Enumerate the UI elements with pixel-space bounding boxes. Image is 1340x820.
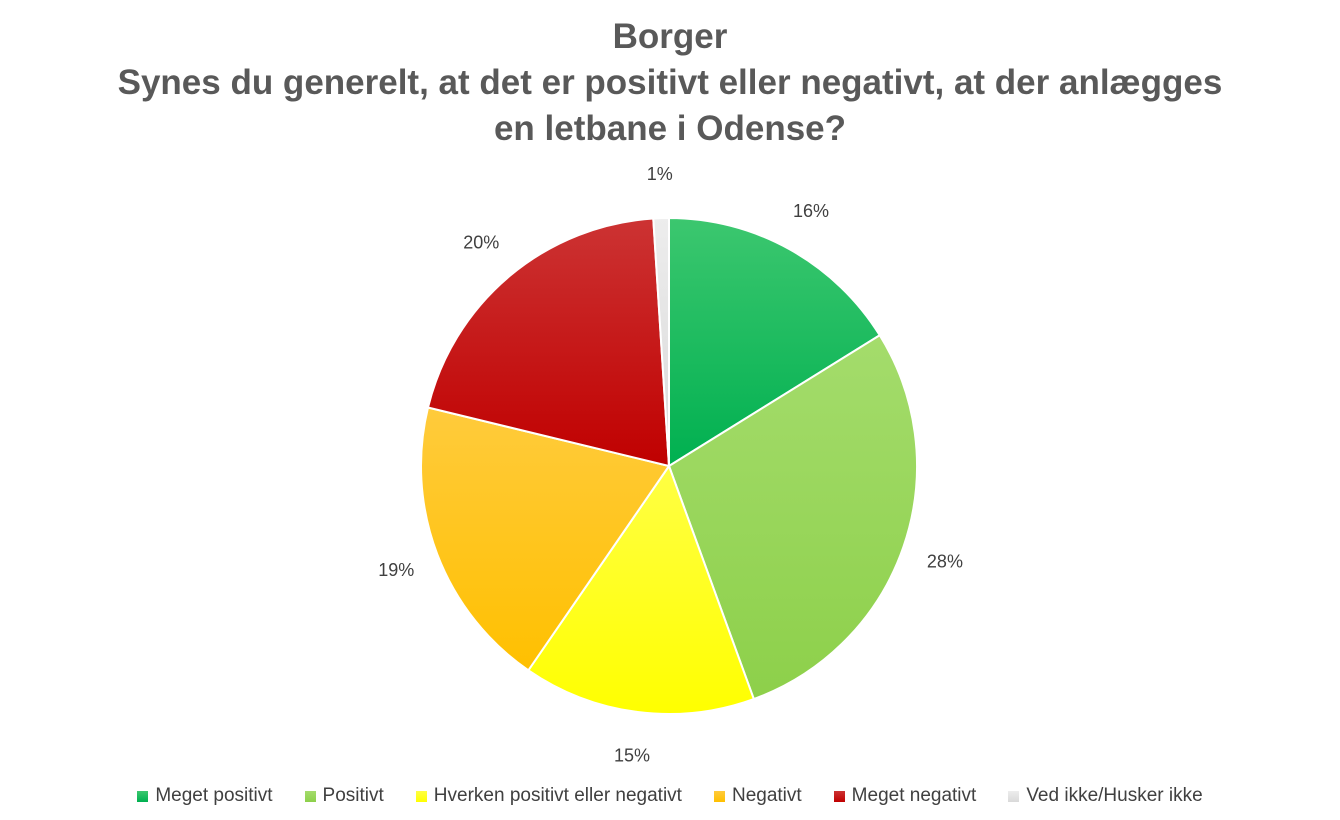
- legend-item-4: Negativt: [713, 785, 802, 807]
- pie-data-labels: 16% 28% 15% 19% 20% 1%: [378, 164, 963, 766]
- legend-label-2: Positivt: [322, 785, 384, 806]
- data-label-4: 19%: [378, 560, 414, 580]
- pie-slice-6: [652, 216, 670, 467]
- legend-item-5: Meget negativt: [833, 785, 977, 807]
- legend-label-6: Ved ikke/Husker ikke: [1026, 785, 1203, 806]
- pie-slice-3: [526, 463, 756, 715]
- data-label-3: 15%: [614, 746, 650, 766]
- pie-slices: [420, 216, 918, 715]
- pie-slice-2: [667, 333, 918, 701]
- pie-slice-4: [420, 406, 671, 672]
- legend-label-5: Meget negativt: [851, 785, 977, 806]
- data-label-6: 1%: [647, 164, 673, 184]
- data-label-1: 16%: [793, 201, 829, 221]
- chart-title-line-2: Synes du generelt, at det er positivt el…: [117, 63, 1223, 102]
- legend-swatch-6: [1008, 790, 1020, 802]
- legend-item-2: Positivt: [304, 785, 384, 807]
- chart-title-line-3: en letbane i Odense?: [493, 109, 847, 148]
- chart-title: Borger Synes du generelt, at det er posi…: [0, 14, 1340, 152]
- legend-label-1: Meget positivt: [155, 785, 273, 806]
- legend-swatch-5: [833, 790, 845, 802]
- chart-legend: Meget positivt Positivt Hverken positivt e…: [0, 782, 1340, 810]
- legend-item-3: Hverken positivt eller negativt: [415, 785, 682, 807]
- data-label-5: 20%: [463, 232, 499, 252]
- legend-item-1: Meget positivt: [137, 785, 273, 807]
- legend-item-6: Ved ikke/Husker ikke: [1008, 785, 1203, 807]
- legend-label-4: Negativt: [731, 785, 802, 806]
- legend-swatch-2: [304, 790, 316, 802]
- pie-slice-5: [426, 217, 671, 468]
- legend-swatch-4: [713, 790, 725, 802]
- pie-slice-1: [668, 216, 882, 468]
- legend-label-3: Hverken positivt eller negativt: [433, 785, 682, 806]
- legend-swatch-1: [137, 790, 149, 802]
- chart-title-line-1: Borger: [612, 17, 728, 56]
- data-label-2: 28%: [927, 552, 963, 572]
- legend-swatch-3: [415, 790, 427, 802]
